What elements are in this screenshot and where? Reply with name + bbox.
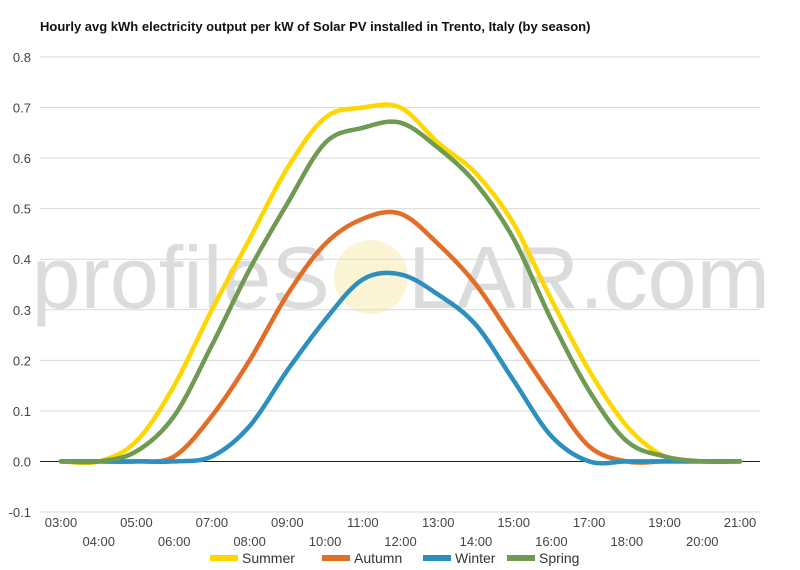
watermark-prefix: profileS (32, 228, 330, 327)
x-tick-label: 11:00 (347, 515, 379, 530)
chart-title: Hourly avg kWh electricity output per kW… (40, 19, 591, 34)
x-tick-label: 08:00 (233, 534, 266, 549)
x-tick-label: 13:00 (422, 515, 455, 530)
y-tick-label: -0.1 (9, 505, 31, 520)
y-tick-label: 0.5 (13, 202, 31, 217)
y-tick-label: 0.6 (13, 151, 31, 166)
y-tick-label: 0.0 (13, 454, 31, 469)
x-tick-label: 20:00 (686, 534, 719, 549)
y-tick-label: 0.3 (13, 303, 31, 318)
x-tick-label: 04:00 (82, 534, 115, 549)
y-tick-label: 0.2 (13, 353, 31, 368)
y-axis: -0.1 0.0 0.1 0.2 0.3 0.4 0.5 0.6 0.7 0.8 (9, 50, 31, 520)
x-tick-label: 18:00 (611, 534, 644, 549)
series-line-spring (58, 119, 743, 465)
y-tick-label: 0.8 (13, 50, 31, 65)
legend-label-spring: Spring (539, 550, 579, 566)
series-line-winter (58, 270, 743, 466)
y-tick-label: 0.1 (13, 404, 31, 419)
x-tick-label: 12:00 (384, 534, 417, 549)
x-tick-label: 17:00 (573, 515, 606, 530)
x-tick-label: 16:00 (535, 534, 568, 549)
x-tick-label: 06:00 (158, 534, 191, 549)
legend: Summer Autumn Winter Spring (210, 550, 579, 566)
x-tick-label: 10:00 (309, 534, 342, 549)
y-tick-label: 0.4 (13, 252, 31, 267)
series-line-summer (58, 102, 743, 466)
x-tick-label: 05:00 (120, 515, 153, 530)
x-tick-label: 15:00 (497, 515, 530, 530)
x-tick-label: 14:00 (460, 534, 493, 549)
x-tick-label: 09:00 (271, 515, 304, 530)
x-axis: 03:00 04:00 05:00 06:00 07:00 08:00 09:00 10:00… (45, 515, 757, 549)
x-tick-label: 07:00 (196, 515, 229, 530)
x-tick-label: 19:00 (648, 515, 681, 530)
x-tick-label: 21:00 (724, 515, 757, 530)
legend-swatch-autumn (322, 555, 350, 561)
watermark: profileS LAR.com (32, 228, 770, 327)
legend-label-summer: Summer (242, 550, 295, 566)
legend-swatch-summer (210, 555, 238, 561)
series-lines (58, 102, 743, 466)
y-tick-label: 0.7 (13, 101, 31, 116)
legend-swatch-spring (507, 555, 535, 561)
legend-label-winter: Winter (455, 550, 496, 566)
legend-label-autumn: Autumn (354, 550, 402, 566)
legend-swatch-winter (423, 555, 451, 561)
x-tick-label: 03:00 (45, 515, 78, 530)
